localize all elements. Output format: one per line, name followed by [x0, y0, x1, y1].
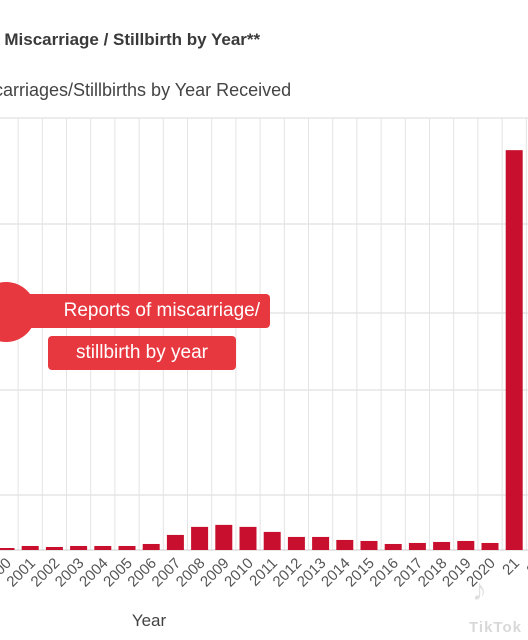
bar-2007	[166, 534, 184, 550]
chart-x-ticks: 0020012002200320042005200620072008200920…	[0, 555, 528, 591]
bar-2001	[21, 545, 39, 550]
tiktok-logo-icon: ♪	[472, 574, 487, 607]
bar-2015	[360, 540, 378, 550]
chart-grid	[0, 117, 528, 551]
chart-bars	[0, 150, 523, 550]
x-tick-label: 21	[499, 555, 523, 579]
bar-2021	[505, 150, 523, 550]
bar-2017	[408, 542, 426, 550]
bar-2000	[0, 547, 15, 550]
x-tick-label: 20	[523, 555, 528, 579]
x-axis-label: Year	[132, 611, 167, 630]
bar-2002	[45, 546, 63, 550]
bar-2016	[384, 543, 402, 550]
bar-2012	[287, 536, 305, 550]
bar-2014	[336, 539, 354, 550]
bar-2003	[70, 545, 88, 550]
bar-2013	[312, 536, 330, 550]
bar-2010	[239, 526, 257, 550]
bar-2005	[118, 545, 136, 550]
bar-2008	[191, 526, 209, 550]
bar-2019	[457, 540, 475, 550]
bar-2006	[142, 543, 160, 550]
bar-2004	[94, 545, 112, 550]
bar-2009	[215, 524, 233, 550]
tiktok-watermark: TikTok	[469, 619, 522, 636]
bar-2020	[481, 542, 499, 550]
caption-line-1: Reports of miscarriage/	[8, 294, 270, 328]
caption-line-2: stillbirth by year	[48, 336, 236, 370]
bar-2011	[263, 531, 281, 550]
chart-title: f Miscarriage / Stillbirth by Year**	[0, 30, 261, 49]
bar-2018	[433, 541, 451, 550]
chart-subtitle: carriages/Stillbirths by Year Received	[0, 80, 292, 100]
